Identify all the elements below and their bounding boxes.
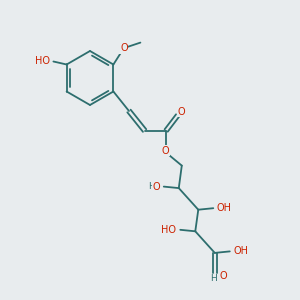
Text: O: O: [153, 182, 160, 192]
Text: H: H: [148, 182, 155, 191]
Text: HO: HO: [34, 56, 50, 67]
Text: HO: HO: [161, 225, 176, 235]
Text: O: O: [177, 107, 185, 117]
Text: O: O: [219, 271, 227, 281]
Text: O: O: [120, 43, 128, 53]
Text: OH: OH: [217, 203, 232, 213]
Text: OH: OH: [233, 246, 248, 256]
Text: O: O: [162, 146, 170, 156]
Text: H: H: [210, 274, 217, 283]
